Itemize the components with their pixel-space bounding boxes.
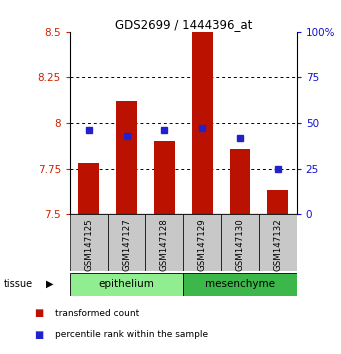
Text: ■: ■ <box>34 330 43 339</box>
Text: tissue: tissue <box>3 279 32 289</box>
Text: GSM147128: GSM147128 <box>160 219 169 272</box>
Bar <box>78 163 99 214</box>
Bar <box>70 214 108 271</box>
Text: GSM147125: GSM147125 <box>84 219 93 272</box>
Bar <box>192 32 212 214</box>
Bar <box>70 273 183 296</box>
Bar <box>267 190 288 214</box>
Bar <box>116 101 137 214</box>
Text: ■: ■ <box>34 308 43 318</box>
Text: GSM147129: GSM147129 <box>198 219 207 271</box>
Text: ▶: ▶ <box>46 279 54 289</box>
Title: GDS2699 / 1444396_at: GDS2699 / 1444396_at <box>115 18 252 31</box>
Bar <box>229 149 250 214</box>
Text: GSM147130: GSM147130 <box>236 219 244 272</box>
Bar <box>154 141 175 214</box>
Bar <box>259 214 297 271</box>
Text: transformed count: transformed count <box>55 309 139 318</box>
Text: mesenchyme: mesenchyme <box>205 279 275 289</box>
Text: percentile rank within the sample: percentile rank within the sample <box>55 330 208 339</box>
Bar <box>221 214 259 271</box>
Text: epithelium: epithelium <box>99 279 154 289</box>
Text: GSM147132: GSM147132 <box>273 219 282 272</box>
Bar <box>183 273 297 296</box>
Bar <box>108 214 146 271</box>
Text: GSM147127: GSM147127 <box>122 219 131 272</box>
Bar <box>183 214 221 271</box>
Bar <box>146 214 183 271</box>
